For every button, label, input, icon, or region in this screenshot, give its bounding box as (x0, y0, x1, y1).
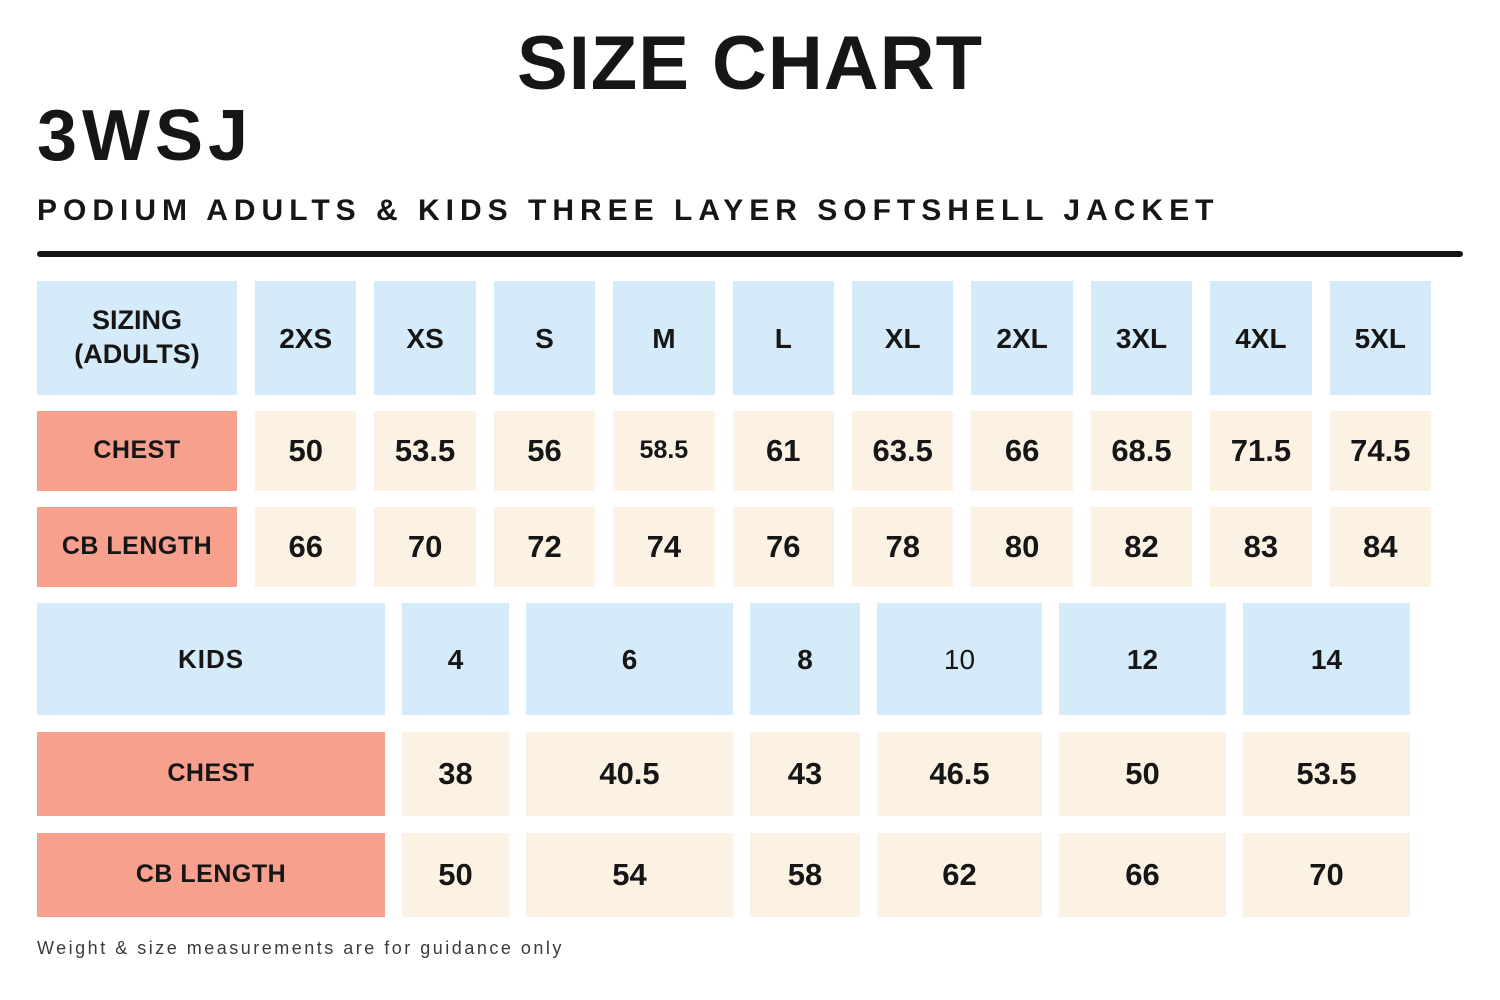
adults-value-cell: 72 (493, 507, 596, 587)
adults-value-cell: 80 (971, 507, 1073, 587)
adults-size-header-cell: XL (852, 281, 954, 395)
kids-row-label-cell: CHEST (37, 732, 385, 816)
kids-value-cell: 43 (750, 732, 860, 816)
adults-value-cell: 53.5 (374, 411, 476, 491)
adults-value-cell: 84 (1329, 507, 1431, 587)
adults-value-cell: 56 (493, 411, 596, 491)
adults-value-cell: 63.5 (852, 411, 954, 491)
kids-row-label-cell: CB LENGTH (37, 833, 385, 917)
adults-size-header-cell: L (732, 281, 834, 395)
product-code: 3WSJ (37, 96, 254, 176)
adults-row-label-cell: CB LENGTH (37, 507, 237, 587)
adults-size-header-cell: 2XL (971, 281, 1073, 395)
adults-value-cell: 74.5 (1329, 411, 1431, 491)
kids-value-cell: 50 (402, 833, 509, 917)
kids-value-cell: 62 (877, 833, 1042, 917)
adults-size-header-cell: 5XL (1329, 281, 1431, 395)
adults-size-table: SIZING (ADULTS) 2XS XS S M L XL 2XL 3XL 4XL 5XL CHE… (37, 281, 1431, 587)
adults-value-cell: 66 (255, 507, 357, 587)
kids-value-cell: 70 (1243, 833, 1410, 917)
kids-value-cell: 58 (750, 833, 860, 917)
kids-value-cell: 53.5 (1243, 732, 1410, 816)
divider-line (37, 251, 1463, 257)
kids-size-table: KIDS 4 6 8 10 12 14 CHEST 38 40.5 43 46.5 50 53.5 CB L… (37, 603, 1410, 917)
adults-size-header-cell: XS (374, 281, 476, 395)
adults-size-header-cell: 3XL (1090, 281, 1193, 395)
adults-size-header-cell: M (613, 281, 715, 395)
adults-value-cell: 66 (971, 411, 1073, 491)
adults-size-header-cell: 4XL (1210, 281, 1312, 395)
adults-value-cell: 68.5 (1090, 411, 1193, 491)
adults-value-cell: 58.5 (613, 411, 715, 491)
adults-row-label-cell: CHEST (37, 411, 237, 491)
footer-note: Weight & size measurements are for guida… (37, 938, 564, 958)
kids-value-cell: 46.5 (877, 732, 1042, 816)
adults-value-cell: 78 (852, 507, 954, 587)
kids-value-cell: 38 (402, 732, 509, 816)
adults-size-header-cell: 2XS (255, 281, 357, 395)
kids-table-header-cell: KIDS (37, 603, 385, 715)
adults-size-header-cell: S (493, 281, 596, 395)
kids-size-header-cell: 12 (1059, 603, 1226, 715)
adults-value-cell: 50 (255, 411, 357, 491)
adults-value-cell: 82 (1090, 507, 1193, 587)
adults-value-cell: 74 (613, 507, 715, 587)
kids-size-header-cell: 8 (750, 603, 860, 715)
kids-value-cell: 40.5 (526, 732, 733, 816)
adults-value-cell: 76 (732, 507, 834, 587)
page-title: SIZE CHART (517, 21, 983, 106)
kids-size-header-cell: 14 (1243, 603, 1410, 715)
kids-value-cell: 50 (1059, 732, 1226, 816)
adults-value-cell: 71.5 (1210, 411, 1312, 491)
adults-value-cell: 83 (1210, 507, 1312, 587)
kids-value-cell: 54 (526, 833, 733, 917)
adults-table-header-cell: SIZING (ADULTS) (37, 281, 237, 395)
kids-size-header-cell: 10 (877, 603, 1042, 715)
product-name: PODIUM ADULTS & KIDS THREE LAYER SOFTSHE… (37, 194, 1220, 227)
kids-size-header-cell: 4 (402, 603, 509, 715)
kids-size-header-cell: 6 (526, 603, 733, 715)
adults-value-cell: 61 (732, 411, 834, 491)
adults-value-cell: 70 (374, 507, 476, 587)
kids-value-cell: 66 (1059, 833, 1226, 917)
